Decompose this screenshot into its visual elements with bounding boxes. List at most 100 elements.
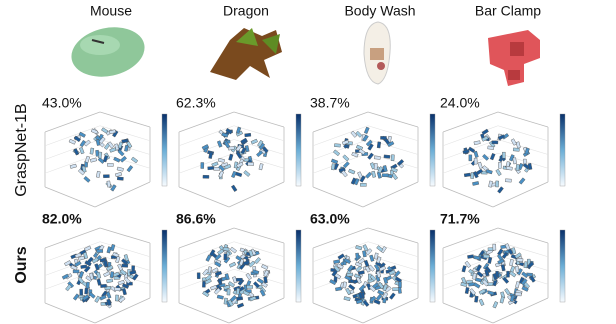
grasp-marker bbox=[217, 157, 225, 163]
grasp-marker bbox=[118, 296, 126, 303]
grasp-marker bbox=[209, 249, 216, 257]
grasp-marker bbox=[80, 264, 88, 269]
grasp-marker bbox=[248, 249, 254, 257]
grid-line bbox=[99, 125, 151, 142]
grasp-marker bbox=[84, 287, 89, 295]
grasp-marker bbox=[96, 278, 102, 286]
grasp-marker bbox=[489, 153, 496, 161]
grasp-marker bbox=[83, 251, 88, 260]
grasp-marker bbox=[115, 256, 121, 264]
grasp-marker bbox=[129, 270, 137, 275]
grasp-marker bbox=[94, 263, 100, 271]
grasp-marker bbox=[365, 248, 373, 256]
grid-line bbox=[367, 241, 419, 258]
grasp-marker bbox=[492, 301, 499, 309]
grasp-marker bbox=[342, 154, 350, 162]
grasp-marker bbox=[222, 247, 230, 252]
grasp-marker bbox=[383, 276, 389, 284]
grasp-marker bbox=[210, 284, 218, 291]
grasp-marker bbox=[348, 283, 356, 291]
grasp-marker bbox=[126, 165, 134, 173]
grasp-marker bbox=[476, 270, 484, 278]
grasp-marker bbox=[347, 264, 354, 272]
grasp-marker bbox=[357, 270, 365, 275]
grasp-marker bbox=[121, 138, 129, 144]
grasp-marker bbox=[85, 281, 90, 289]
plot-3d: 86.6% bbox=[176, 211, 302, 324]
grasp-marker bbox=[103, 271, 111, 278]
grasp-marker bbox=[343, 296, 351, 302]
grasp-marker bbox=[223, 141, 231, 149]
grid-line bbox=[99, 241, 151, 258]
grasp-marker bbox=[61, 273, 70, 280]
grasp-marker bbox=[357, 171, 363, 179]
grasp-marker bbox=[502, 151, 506, 159]
grasp-marker bbox=[121, 263, 129, 268]
grasp-marker bbox=[254, 257, 261, 265]
grasp-marker bbox=[393, 270, 401, 278]
grasp-marker bbox=[248, 260, 256, 268]
grasp-marker bbox=[64, 260, 72, 267]
grasp-marker bbox=[91, 257, 99, 264]
grid-line bbox=[312, 152, 369, 174]
grasp-marker bbox=[101, 127, 109, 134]
grid-line bbox=[497, 139, 549, 155]
axis-line bbox=[492, 297, 549, 324]
grasp-marker bbox=[109, 271, 115, 279]
grasp-marker bbox=[86, 256, 94, 264]
grasp-marker bbox=[224, 273, 230, 281]
grasp-marker bbox=[100, 284, 107, 288]
grasp-marker bbox=[380, 136, 387, 140]
grasp-marker bbox=[73, 135, 81, 143]
colorbar bbox=[429, 229, 436, 303]
colorbar bbox=[559, 229, 566, 303]
grasp-marker bbox=[394, 276, 403, 283]
grasp-marker bbox=[369, 162, 376, 170]
grasp-marker bbox=[337, 253, 345, 260]
grasp-marker bbox=[363, 126, 370, 134]
grasp-marker bbox=[240, 147, 247, 155]
grasp-marker bbox=[77, 276, 85, 284]
grasp-marker bbox=[114, 171, 123, 178]
grasp-marker bbox=[117, 279, 125, 286]
grasp-marker bbox=[79, 288, 83, 296]
grasp-marker bbox=[488, 180, 493, 188]
grasp-marker bbox=[481, 128, 489, 136]
grasp-marker bbox=[520, 278, 528, 286]
grasp-marker bbox=[378, 265, 387, 272]
grasp-marker bbox=[467, 254, 475, 259]
grasp-marker bbox=[334, 143, 341, 148]
row-label: Ours bbox=[13, 246, 30, 283]
grasp-marker bbox=[355, 130, 363, 138]
grasp-marker bbox=[240, 137, 248, 144]
grasp-marker bbox=[79, 139, 87, 148]
colorbar bbox=[161, 113, 168, 187]
grasp-marker bbox=[468, 154, 473, 162]
grasp-marker bbox=[258, 163, 264, 171]
grasp-marker bbox=[376, 245, 384, 252]
grasp-marker bbox=[246, 285, 253, 289]
grasp-marker bbox=[78, 131, 86, 138]
grasp-marker bbox=[495, 168, 502, 177]
grasp-marker bbox=[224, 163, 232, 170]
grasp-marker bbox=[96, 271, 102, 279]
grasp-marker bbox=[77, 168, 86, 176]
plot-3d: 63.0% bbox=[310, 211, 436, 324]
grasp-marker bbox=[231, 170, 237, 179]
grasp-marker bbox=[518, 177, 526, 185]
grasp-marker bbox=[470, 172, 475, 179]
grasp-marker bbox=[515, 141, 521, 149]
grid-line bbox=[178, 152, 235, 174]
grasp-marker bbox=[391, 172, 399, 181]
grasp-marker bbox=[97, 157, 105, 164]
grasp-marker bbox=[216, 294, 224, 300]
grasp-marker bbox=[368, 264, 375, 272]
grasp-marker bbox=[333, 265, 341, 273]
grasp-marker bbox=[216, 140, 223, 148]
grasp-marker bbox=[367, 143, 374, 151]
grid-line bbox=[178, 125, 235, 147]
grasp-marker bbox=[95, 170, 101, 178]
grasp-marker bbox=[342, 161, 350, 169]
axis-line bbox=[312, 111, 369, 133]
axis-line bbox=[367, 227, 419, 244]
